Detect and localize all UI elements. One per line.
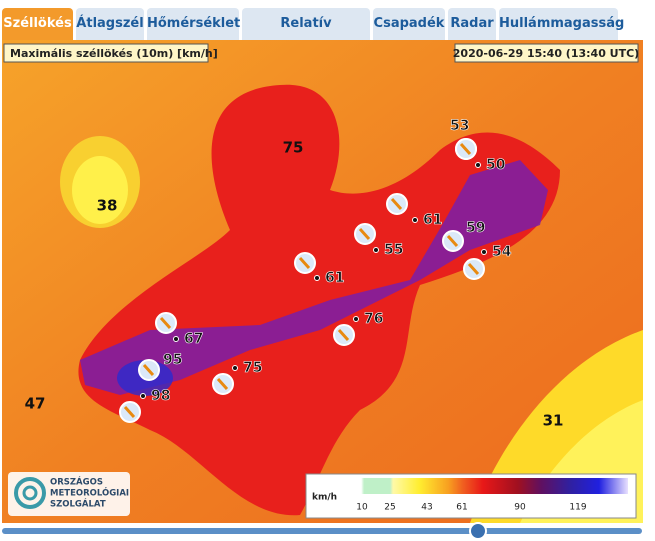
- station-value: 61: [325, 270, 344, 286]
- station-dot: [314, 275, 320, 281]
- wind-arrow: [337, 328, 350, 342]
- wind-arrow: [216, 377, 229, 391]
- station-value: 53: [450, 118, 469, 134]
- legend-unit: km/h: [312, 493, 337, 503]
- station-dot: [173, 336, 179, 342]
- station-value: 61: [423, 212, 442, 228]
- tab[interactable]: Átlagszél: [76, 8, 144, 40]
- contour-label: 31: [543, 412, 564, 430]
- timestamp-box: [454, 43, 639, 63]
- contour-label: 38: [97, 197, 118, 215]
- time-slider-handle[interactable]: [469, 522, 487, 540]
- station-dot: [353, 316, 359, 322]
- legend-tick-label: 10: [356, 503, 368, 513]
- station-dot: [475, 162, 481, 168]
- contour-label: 75: [283, 139, 304, 157]
- wind-arrow: [467, 262, 480, 276]
- wind-arrow: [446, 234, 459, 248]
- logo-text: METEOROLÓGIAI: [50, 487, 129, 499]
- station-value: 95: [163, 352, 182, 368]
- wind-arrow: [142, 363, 155, 377]
- legend-tick-label: 61: [456, 503, 467, 513]
- wind-arrow: [390, 197, 403, 211]
- storm-band: [80, 160, 548, 395]
- contour-label: 47: [25, 395, 46, 413]
- wind-arrow: [123, 405, 136, 419]
- legend-scale: [338, 478, 628, 494]
- station-value: 67: [184, 331, 203, 347]
- wind-arrow: [459, 142, 472, 156]
- tab[interactable]: Hullámmagasság: [499, 8, 624, 40]
- logo-text: ORSZÁGOS: [50, 476, 103, 488]
- legend-tick-label: 119: [569, 503, 586, 513]
- map-title-box: [3, 43, 209, 63]
- tab[interactable]: Hőmérséklet: [147, 8, 240, 40]
- station-value: 54: [492, 244, 512, 260]
- legend-tick-label: 25: [384, 503, 395, 513]
- time-slider-track[interactable]: [2, 528, 642, 534]
- wind-arrow: [358, 227, 371, 241]
- tab[interactable]: Széllökés: [2, 8, 73, 40]
- station-value: 59: [466, 220, 485, 236]
- station-value: 76: [364, 311, 383, 327]
- station-value: 75: [243, 360, 262, 376]
- map-title: Maximális széllökés (10m) [km/h]: [10, 47, 218, 60]
- high-wind-area: [78, 84, 560, 516]
- station-dot: [481, 249, 487, 255]
- station-dot: [412, 217, 418, 223]
- station-dot: [373, 247, 379, 253]
- station-dot: [232, 365, 238, 371]
- station-value: 98: [151, 388, 170, 404]
- station-value: 50: [486, 157, 506, 173]
- tab[interactable]: Radar: [448, 8, 496, 40]
- logo-text: SZOLGÁLAT: [50, 498, 106, 510]
- legend-tick-label: 90: [514, 503, 526, 513]
- logo-icon: [14, 477, 46, 509]
- timestamp: 2020-06-29 15:40 (13:40 UTC): [453, 47, 639, 60]
- wind-arrow: [298, 256, 311, 270]
- low-wind-area: [72, 156, 128, 224]
- station-value: 55: [384, 242, 403, 258]
- logo-icon: [22, 485, 38, 501]
- tab[interactable]: Csapadék: [373, 8, 445, 40]
- wind-arrow: [159, 316, 172, 330]
- legend-tick-label: 43: [421, 503, 432, 513]
- station-dot: [140, 393, 146, 399]
